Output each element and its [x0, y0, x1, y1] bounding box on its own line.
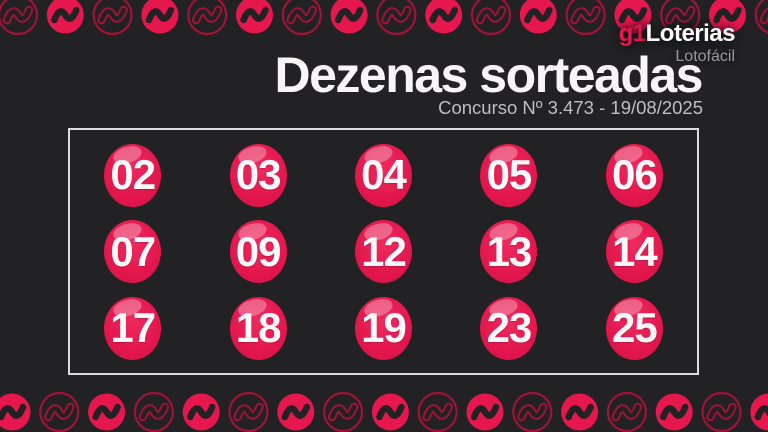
- ball-number: 09: [235, 227, 282, 275]
- money-coin-filled-icon: [467, 394, 504, 431]
- brand-name: Loterias: [645, 20, 736, 47]
- money-coin-filled-icon: [520, 0, 557, 34]
- money-coin-outline-icon: [94, 0, 132, 34]
- money-coin-outline-icon: [567, 0, 605, 34]
- lottery-ball: 04: [355, 143, 413, 207]
- ball-number: 03: [235, 151, 282, 198]
- money-coin-outline-icon: [135, 393, 173, 431]
- money-coin-filled-icon: [561, 394, 598, 431]
- contest-subtitle: Concurso Nº 3.473 - 19/08/2025: [438, 97, 703, 118]
- ball-cell: 13: [446, 220, 571, 283]
- money-coin-outline-icon: [756, 0, 768, 34]
- money-coin-filled-icon: [88, 394, 125, 431]
- brand-wordmark: g1Loterias: [618, 20, 736, 47]
- money-coin-outline-icon: [324, 393, 362, 431]
- g1-logo: g1: [618, 20, 647, 47]
- money-coin-outline-icon: [513, 393, 551, 431]
- lottery-ball: 06: [605, 143, 663, 207]
- ball-cell: 03: [195, 143, 320, 207]
- money-coin-filled-icon: [141, 0, 178, 34]
- numbers-grid: 02 03 04 05 06 07 09 12 13 14 17 18 19 23 25: [70, 130, 697, 373]
- brand-product-label: Lotofácil: [675, 48, 735, 65]
- ball-number: 04: [361, 151, 407, 198]
- ball-cell: 07: [70, 220, 195, 283]
- ball-cell: 06: [572, 143, 697, 207]
- lottery-ball: 12: [355, 220, 413, 283]
- ball-number: 06: [611, 151, 658, 198]
- ball-cell: 05: [446, 143, 571, 207]
- ball-number: 19: [361, 304, 407, 351]
- lottery-ball: 18: [229, 296, 287, 360]
- money-coin-filled-icon: [656, 394, 693, 431]
- money-coin-filled-icon: [183, 394, 220, 431]
- page-title: Dezenas sorteadas: [274, 47, 703, 103]
- ball-number: 13: [486, 227, 533, 275]
- money-coin-filled-icon: [47, 0, 84, 34]
- ball-number: 12: [361, 227, 407, 275]
- money-coin-outline-icon: [608, 393, 646, 431]
- ball-cell: 14: [572, 220, 697, 283]
- money-coin-outline-icon: [419, 393, 457, 431]
- numbers-row: 02 03 04 05 06: [70, 143, 697, 207]
- money-coin-outline-icon: [377, 0, 415, 34]
- money-coin-outline-icon: [283, 0, 321, 34]
- money-coin-filled-icon: [331, 0, 368, 34]
- ball-cell: 12: [321, 220, 446, 283]
- lottery-ball: 19: [355, 296, 413, 360]
- ball-number: 02: [110, 151, 156, 198]
- money-coin-filled-icon: [236, 0, 273, 34]
- money-coin-outline-icon: [40, 393, 78, 431]
- lottery-ball: 02: [104, 143, 162, 207]
- ball-cell: 02: [70, 143, 195, 207]
- lottery-ball: 03: [229, 143, 287, 207]
- money-coin-outline-icon: [188, 0, 226, 34]
- lottery-ball: 13: [480, 220, 538, 283]
- money-coin-filled-icon: [277, 394, 314, 431]
- ball-cell: 25: [572, 296, 697, 360]
- ball-cell: 19: [321, 296, 446, 360]
- lottery-ball: 23: [480, 296, 538, 360]
- money-coin-outline-icon: [703, 393, 741, 431]
- money-coin-filled-icon: [425, 0, 462, 34]
- brand-logo: g1Loterias Lotofácil: [618, 20, 736, 65]
- numbers-box: 02 03 04 05 06 07 09 12 13 14 17 18 19 23 25: [68, 128, 699, 375]
- ball-number: 17: [110, 304, 156, 351]
- ball-number: 25: [611, 304, 658, 351]
- ball-number: 07: [110, 227, 156, 275]
- money-coin-filled-icon: [0, 394, 31, 431]
- numbers-row: 07 09 12 13 14: [70, 220, 697, 283]
- lottery-ball: 25: [605, 296, 663, 360]
- ball-cell: 09: [195, 220, 320, 283]
- money-coin-filled-icon: [372, 394, 409, 431]
- numbers-row: 17 18 19 23 25: [70, 296, 697, 360]
- money-coin-outline-icon: [0, 0, 37, 34]
- bottom-border-pattern: [0, 386, 768, 432]
- lottery-ball: 14: [605, 220, 663, 283]
- lottery-ball: 05: [480, 143, 538, 207]
- ball-number: 23: [486, 304, 533, 351]
- money-coin-outline-icon: [472, 0, 510, 34]
- money-coin-filled-icon: [750, 394, 768, 431]
- ball-cell: 04: [321, 143, 446, 207]
- ball-number: 05: [486, 151, 533, 198]
- ball-cell: 17: [70, 296, 195, 360]
- lottery-ball: 07: [104, 220, 162, 283]
- bottom-coin-row: [0, 393, 768, 431]
- money-coin-outline-icon: [230, 393, 268, 431]
- ball-cell: 18: [195, 296, 320, 360]
- lottery-ball: 17: [104, 296, 162, 360]
- lottery-ball: 09: [229, 220, 287, 283]
- ball-cell: 23: [446, 296, 571, 360]
- ball-number: 18: [235, 304, 282, 351]
- ball-number: 14: [611, 227, 658, 275]
